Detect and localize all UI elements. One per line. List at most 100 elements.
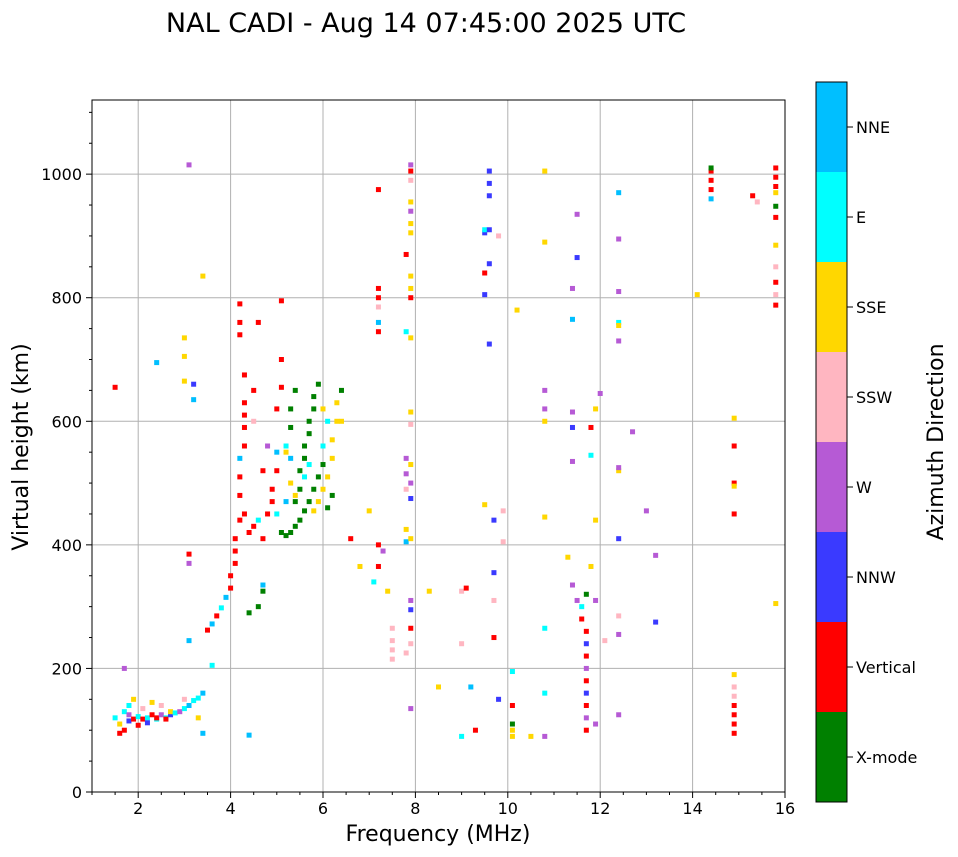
data-point-291	[731, 511, 737, 517]
data-point-108	[320, 462, 326, 468]
data-point-9	[131, 716, 137, 722]
data-point-254	[583, 727, 589, 733]
data-point-74	[255, 319, 261, 325]
data-point-240	[574, 211, 580, 217]
data-point-129	[325, 474, 331, 480]
data-point-246	[583, 628, 589, 634]
data-point-252	[583, 703, 589, 708]
data-point-226	[542, 168, 548, 174]
data-point-160	[389, 656, 395, 662]
data-point-85	[265, 443, 271, 449]
data-point-232	[542, 625, 548, 631]
data-point-159	[389, 647, 395, 653]
data-point-48	[186, 560, 192, 566]
data-point-2	[117, 721, 123, 727]
data-point-70	[241, 372, 247, 378]
data-point-31	[186, 703, 192, 708]
data-point-114	[306, 431, 312, 437]
data-point-5	[121, 727, 127, 733]
data-point-169	[408, 162, 414, 168]
data-point-194	[459, 641, 465, 647]
data-point-146	[371, 579, 377, 585]
data-point-153	[375, 304, 381, 310]
data-point-213	[491, 635, 497, 641]
data-point-127	[315, 499, 321, 505]
data-point-121	[292, 387, 298, 393]
colorbar-swatch-nnw	[816, 532, 847, 622]
data-point-154	[375, 319, 381, 325]
data-point-262	[593, 721, 599, 727]
colorbar-label-vertical: Vertical	[856, 658, 916, 677]
data-point-53	[214, 613, 220, 619]
data-point-102	[292, 523, 298, 529]
data-point-107	[315, 474, 321, 480]
data-point-292	[731, 672, 737, 678]
x-tick-label-7: 16	[775, 799, 795, 818]
data-point-34	[200, 690, 206, 696]
data-point-196	[463, 585, 469, 591]
data-point-310	[773, 292, 779, 298]
data-points	[112, 162, 779, 739]
data-point-42	[181, 378, 187, 384]
data-point-170	[408, 168, 414, 174]
data-point-301	[773, 165, 779, 171]
data-point-1	[112, 715, 118, 721]
data-point-311	[773, 302, 779, 308]
data-point-167	[403, 539, 409, 545]
data-point-299	[750, 193, 756, 199]
data-point-156	[385, 588, 391, 594]
data-point-273	[616, 536, 622, 542]
data-point-135	[325, 418, 331, 424]
data-point-195	[459, 733, 465, 739]
data-point-105	[306, 499, 312, 505]
data-point-111	[297, 468, 303, 474]
data-point-12	[135, 722, 141, 728]
data-point-54	[218, 605, 224, 611]
data-point-235	[569, 409, 575, 415]
data-point-178	[408, 295, 414, 301]
data-point-138	[274, 511, 280, 517]
data-point-275	[616, 631, 622, 637]
data-point-152	[375, 295, 381, 301]
colorbar-swatch-w	[816, 442, 847, 532]
data-point-306	[773, 214, 779, 220]
colorbar-label-sse: SSE	[856, 298, 886, 317]
data-point-128	[320, 486, 326, 492]
colorbar-swatch-sse	[816, 262, 847, 352]
data-point-124	[302, 474, 308, 480]
data-point-29	[181, 706, 187, 712]
data-point-185	[408, 536, 414, 542]
data-point-255	[583, 591, 589, 597]
data-point-64	[237, 474, 243, 480]
data-point-61	[237, 517, 243, 523]
data-point-126	[311, 508, 317, 514]
data-point-182	[408, 462, 414, 468]
data-point-55	[223, 594, 229, 600]
data-point-37	[121, 665, 127, 671]
data-point-244	[579, 604, 585, 610]
data-point-11	[135, 714, 141, 720]
data-point-189	[408, 641, 414, 647]
data-point-285	[708, 196, 714, 202]
data-point-80	[269, 499, 275, 505]
data-point-144	[357, 563, 363, 569]
data-point-243	[574, 597, 580, 603]
data-point-257	[588, 452, 594, 458]
data-point-45	[200, 273, 206, 279]
data-point-266	[616, 236, 622, 242]
data-point-41	[181, 353, 187, 359]
data-point-269	[616, 323, 622, 329]
data-point-145	[366, 508, 372, 514]
y-tick-label-4: 800	[51, 289, 82, 308]
data-point-188	[408, 625, 414, 631]
data-point-123	[288, 455, 294, 461]
data-point-280	[653, 619, 659, 625]
data-point-117	[311, 394, 317, 400]
data-point-304	[773, 190, 779, 196]
data-point-233	[542, 690, 548, 696]
data-point-201	[482, 230, 488, 236]
data-point-50	[246, 732, 252, 738]
data-point-274	[616, 613, 622, 619]
data-point-95	[278, 298, 284, 304]
